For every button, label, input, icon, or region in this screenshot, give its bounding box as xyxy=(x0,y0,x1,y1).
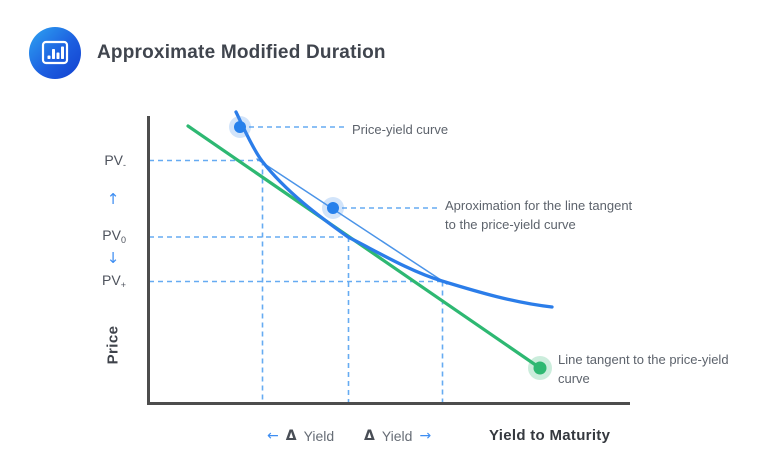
dot-secant-mid xyxy=(327,202,339,214)
delta-icon: Δ xyxy=(285,428,297,444)
pv-minus-sub: - xyxy=(123,160,126,170)
dot-tangent-end xyxy=(533,361,547,375)
delta-yield-right-group: Δ Yield → xyxy=(364,428,431,444)
price-down-arrow: ↓ xyxy=(106,249,120,267)
bar-chart-glyph xyxy=(41,40,69,65)
pv-plus-label: PV+ xyxy=(74,272,126,290)
delta-yield-right-label: Yield xyxy=(381,428,413,444)
page-title: Approximate Modified Duration xyxy=(97,42,386,63)
price-yield-curve xyxy=(234,110,554,309)
secant-line xyxy=(256,158,448,285)
right-arrow-icon: → xyxy=(419,428,432,444)
pv-minus-base: PV xyxy=(104,152,123,168)
annotation-secant-line: Aproximation for the line tangent to the… xyxy=(445,198,633,232)
pv-zero-base: PV xyxy=(102,227,121,243)
left-arrow-icon: ← xyxy=(267,428,279,444)
delta-icon: Δ xyxy=(364,428,375,444)
delta-yield-left-label: Yield xyxy=(303,428,335,444)
annotation-price-yield-curve: Price-yield curve xyxy=(352,122,449,137)
price-up-arrow: ↑ xyxy=(106,190,120,208)
x-axis-title: Yield to Maturity xyxy=(489,427,611,444)
delta-yield-left-group: ← Δ Yield xyxy=(267,428,334,444)
bar-chart-icon xyxy=(29,27,81,79)
pv-zero-sub: 0 xyxy=(120,235,126,245)
pv-plus-sub: + xyxy=(120,280,126,290)
y-axis-title: Price xyxy=(104,325,122,365)
pv-minus-label: PV- xyxy=(74,152,126,170)
dot-curve-start xyxy=(234,121,246,133)
annotation-tangent-line: Line tangent to the price-yield curve xyxy=(558,352,729,386)
pv-plus-base: PV xyxy=(102,272,121,288)
pv-zero-label: PV0 xyxy=(74,227,126,245)
